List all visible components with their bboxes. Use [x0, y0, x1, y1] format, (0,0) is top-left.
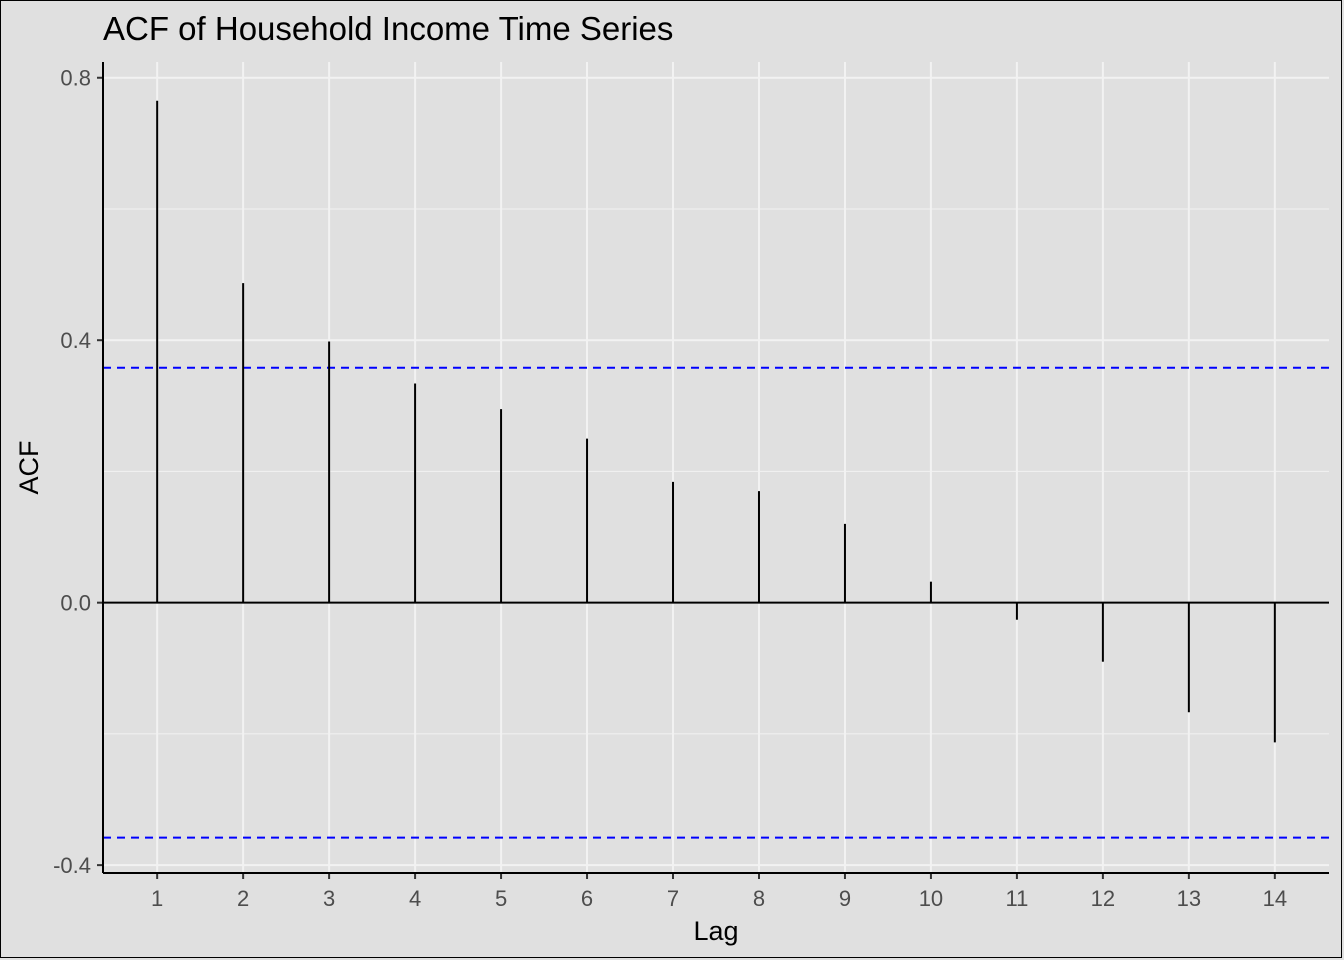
x-tick-label: 14 — [1263, 886, 1287, 911]
x-tick-label: 7 — [667, 886, 679, 911]
acf-spikes — [156, 100, 1276, 743]
x-tick-label: 5 — [495, 886, 507, 911]
gridlines — [103, 62, 1329, 873]
y-tick-label: 0.4 — [60, 328, 91, 353]
x-axis-ticks: 1 2 3 4 5 6 7 8 9 10 11 12 13 14 — [151, 873, 1287, 911]
x-tick-label: 9 — [839, 886, 851, 911]
chart-title: ACF of Household Income Time Series — [103, 10, 673, 47]
x-tick-label: 4 — [409, 886, 421, 911]
x-tick-label: 3 — [323, 886, 335, 911]
x-tick-label: 6 — [581, 886, 593, 911]
y-axis-label: ACF — [14, 441, 44, 495]
y-tick-label: 0.0 — [60, 591, 91, 616]
x-tick-label: 12 — [1091, 886, 1115, 911]
x-tick-label: 13 — [1177, 886, 1201, 911]
x-tick-label: 1 — [151, 886, 163, 911]
x-tick-label: 11 — [1005, 886, 1028, 911]
x-tick-label: 2 — [237, 886, 249, 911]
y-tick-label: -0.4 — [53, 853, 91, 878]
x-tick-label: 10 — [919, 886, 943, 911]
y-tick-label: 0.8 — [60, 66, 91, 91]
x-axis-label: Lag — [693, 916, 738, 946]
y-axis-ticks: -0.4 0.0 0.4 0.8 — [53, 66, 103, 878]
x-tick-label: 8 — [753, 886, 765, 911]
